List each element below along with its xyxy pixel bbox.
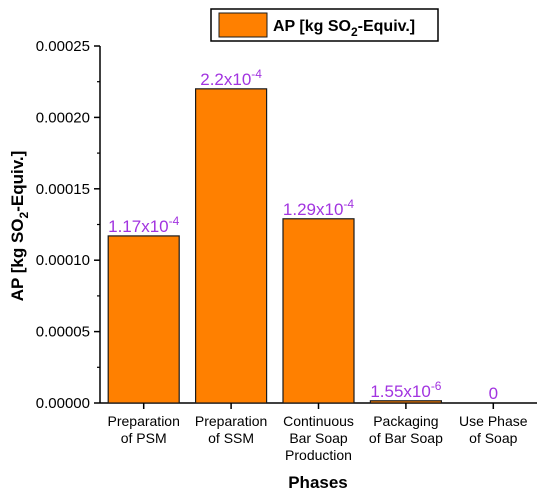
data-label-exponent: -4: [251, 67, 262, 81]
data-label: 1.55x10-6: [370, 379, 441, 401]
bar: [369, 400, 442, 404]
y-tick-label: 0.00015: [36, 181, 90, 198]
x-tick-label-line: Continuous: [283, 413, 354, 429]
x-tick-label-line: Bar Soap: [289, 430, 348, 446]
y-tick-label: 0.00010: [36, 252, 90, 269]
x-tick-label-line: of SSM: [208, 430, 254, 446]
x-tick-label: Packaging of Bar Soap: [369, 413, 443, 446]
data-labels: 1.17x10-42.2x10-41.29x10-41.55x10-6 0: [108, 67, 498, 403]
data-label: 2.2x10-4: [200, 67, 262, 89]
x-tick-label-line: Production: [285, 447, 352, 463]
x-tick-label-line: Packaging: [373, 413, 438, 429]
data-label-base: 1.17x10: [108, 217, 169, 236]
y-axis-ticks: 0.00000 0.00005 0.00010 0.00015 0.00020 0.000…: [36, 38, 100, 412]
data-label: 0: [489, 384, 498, 403]
x-axis-title: Phases: [288, 473, 348, 492]
y-axis-title-sub: 2: [17, 211, 31, 218]
y-axis-title: AP [kg SO2-Equiv.]: [8, 151, 31, 302]
x-tick-label-line: Use Phase: [459, 413, 528, 429]
data-label-exponent: -4: [169, 214, 180, 228]
data-label-base: 0: [489, 384, 498, 403]
chart-legend: AP [kg SO2-Equiv.]: [210, 8, 439, 42]
legend-text-pre: AP [kg SO: [273, 18, 351, 35]
legend-text-sub: 2: [351, 25, 358, 39]
data-label-exponent: -6: [431, 379, 442, 393]
data-label: 1.29x10-4: [283, 197, 354, 219]
data-label-base: 1.55x10: [370, 382, 431, 401]
bars: [107, 88, 442, 404]
y-tick-label: 0.00005: [36, 324, 90, 341]
x-tick-label: Continuous Bar Soap Production: [283, 413, 354, 463]
bar: [107, 235, 180, 404]
data-label: 1.17x10-4: [108, 214, 179, 236]
bar: [282, 218, 355, 404]
x-tick-label-line: Preparation: [108, 413, 180, 429]
x-tick-label-line: Preparation: [195, 413, 267, 429]
x-tick-label-line: of PSM: [121, 430, 167, 446]
x-tick-label: Preparation of PSM: [108, 413, 180, 446]
legend-swatch: [218, 12, 268, 38]
x-tick-label-line: of Soap: [469, 430, 517, 446]
legend-text-post: -Equiv.]: [358, 18, 415, 35]
y-tick-label: 0.00000: [36, 395, 90, 412]
x-tick-label: Use Phase of Soap: [459, 413, 528, 446]
y-axis-title-pre: AP [kg SO: [8, 218, 27, 301]
y-tick-label: 0.00025: [36, 38, 90, 55]
bar: [195, 88, 268, 404]
data-label-exponent: -4: [343, 197, 354, 211]
x-tick-label: Preparation of SSM: [195, 413, 267, 446]
y-tick-label: 0.00020: [36, 109, 90, 126]
y-axis-title-post: -Equiv.]: [8, 151, 27, 212]
legend-entry: AP [kg SO2-Equiv.]: [273, 18, 415, 39]
data-label-base: 1.29x10: [283, 200, 344, 219]
x-tick-label-line: of Bar Soap: [369, 430, 443, 446]
data-label-base: 2.2x10: [200, 70, 251, 89]
